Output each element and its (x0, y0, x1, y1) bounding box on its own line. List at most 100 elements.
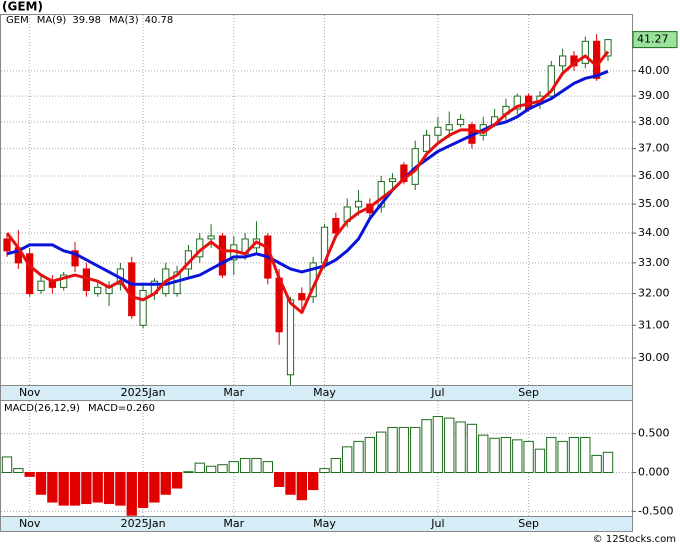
macd-bar (228, 461, 239, 473)
macd-bar (296, 471, 308, 501)
macd-bar (92, 471, 103, 503)
macd-bar (398, 426, 410, 473)
macd-bar (330, 458, 342, 473)
macd-bar (47, 471, 58, 503)
macd-bar (58, 471, 69, 506)
footer: © 12Stocks.com (593, 534, 676, 545)
x-tick-label: Mar (223, 386, 244, 399)
candle-body (298, 293, 306, 301)
candle-body (60, 274, 68, 288)
y-tick-label: 34.00 (638, 226, 670, 239)
candle-body (604, 39, 612, 57)
macd-bar (126, 471, 137, 516)
moving-average (6, 69, 609, 286)
macd-bar (13, 468, 24, 473)
macd-bar (1, 456, 13, 473)
macd-bar (251, 458, 262, 473)
candle-body (354, 200, 363, 208)
chart-title: (GEM) (2, 0, 43, 14)
macd-bar (591, 454, 602, 473)
y-tick-label: 32.00 (638, 287, 670, 300)
macd-bar (149, 471, 160, 503)
macd-bar (602, 451, 614, 473)
macd-bar (364, 437, 376, 473)
candle-body (513, 95, 521, 110)
y-tick-label: 39.00 (638, 89, 670, 102)
macd-bar (69, 471, 81, 506)
date-strip (0, 516, 633, 532)
macd-bar (262, 461, 273, 473)
y-tick-label: 30.00 (638, 351, 670, 364)
candle-body (3, 238, 11, 252)
macd-bar (307, 471, 319, 491)
macd-bar (523, 440, 534, 473)
macd-bar (455, 421, 466, 473)
x-tick-label: May (313, 517, 336, 530)
macd-bar (478, 434, 489, 473)
last-price-box (632, 31, 678, 49)
legend-value: MACD=0.260 (88, 403, 155, 414)
candle-body (547, 65, 555, 97)
macd-bar (568, 437, 580, 473)
candle-body (456, 118, 465, 126)
macd-bar (489, 437, 500, 473)
x-tick-label: 2025Jan (121, 386, 166, 399)
legend-value: 40.78 (145, 15, 174, 26)
candle-body (434, 126, 442, 136)
macd-bar (137, 471, 149, 508)
candle-body (128, 262, 136, 317)
x-tick-label: 2025Jan (121, 517, 166, 530)
legend-name: MA(3) (109, 15, 139, 26)
y-tick-label: 38.00 (638, 115, 670, 128)
macd-bar (557, 440, 568, 473)
x-tick-label: Sep (518, 517, 539, 530)
x-tick-label: Jul (430, 386, 444, 399)
macd-bar (285, 471, 296, 495)
macd-bar (183, 471, 194, 473)
macd-bar (194, 462, 205, 473)
y-tick-label: 31.00 (638, 318, 670, 331)
last-price-label: 41.27 (637, 33, 669, 46)
candle-body (388, 178, 397, 183)
candle-body (286, 299, 295, 376)
candle-body (581, 40, 589, 64)
x-tick-label: May (313, 386, 336, 399)
candle-body (400, 164, 408, 183)
candle-body (94, 286, 102, 295)
macd-bar (81, 471, 92, 505)
macd-bar (205, 465, 217, 473)
macd-bar (444, 417, 455, 473)
candle-body (559, 55, 567, 67)
macd-bar (580, 437, 591, 473)
legend-ticker: GEM (6, 15, 29, 26)
macd-bar (421, 419, 432, 473)
macd-bar (171, 471, 183, 489)
macd-bar (387, 426, 398, 473)
y-tick-label: 37.00 (638, 142, 670, 155)
candle-body (593, 40, 601, 79)
macd-bar (353, 440, 364, 473)
macd-bar (103, 471, 115, 505)
macd-bar (160, 471, 171, 495)
candle-body (445, 124, 453, 131)
macd-bar (500, 437, 512, 473)
x-tick-label: Mar (223, 517, 244, 530)
macd-bar (432, 416, 444, 473)
x-tick-label: Nov (19, 517, 41, 530)
x-tick-label: Jul (430, 517, 444, 530)
macd-bar (273, 471, 285, 487)
x-tick-label: Sep (518, 386, 539, 399)
y-tick-label: 0.000 (638, 465, 670, 478)
candle-body (207, 235, 215, 240)
macd-bar (376, 431, 387, 473)
macd-bar (239, 458, 251, 473)
macd-bar (466, 423, 478, 473)
legend-name: MACD(26,12,9) (4, 403, 80, 414)
macd-bar (546, 437, 557, 473)
y-tick-label: 0.500 (638, 427, 670, 440)
macd-bar (217, 464, 228, 473)
candle-body (139, 289, 147, 326)
legend-name: MA(9) (37, 15, 67, 26)
legend-value: 39.98 (72, 15, 101, 26)
